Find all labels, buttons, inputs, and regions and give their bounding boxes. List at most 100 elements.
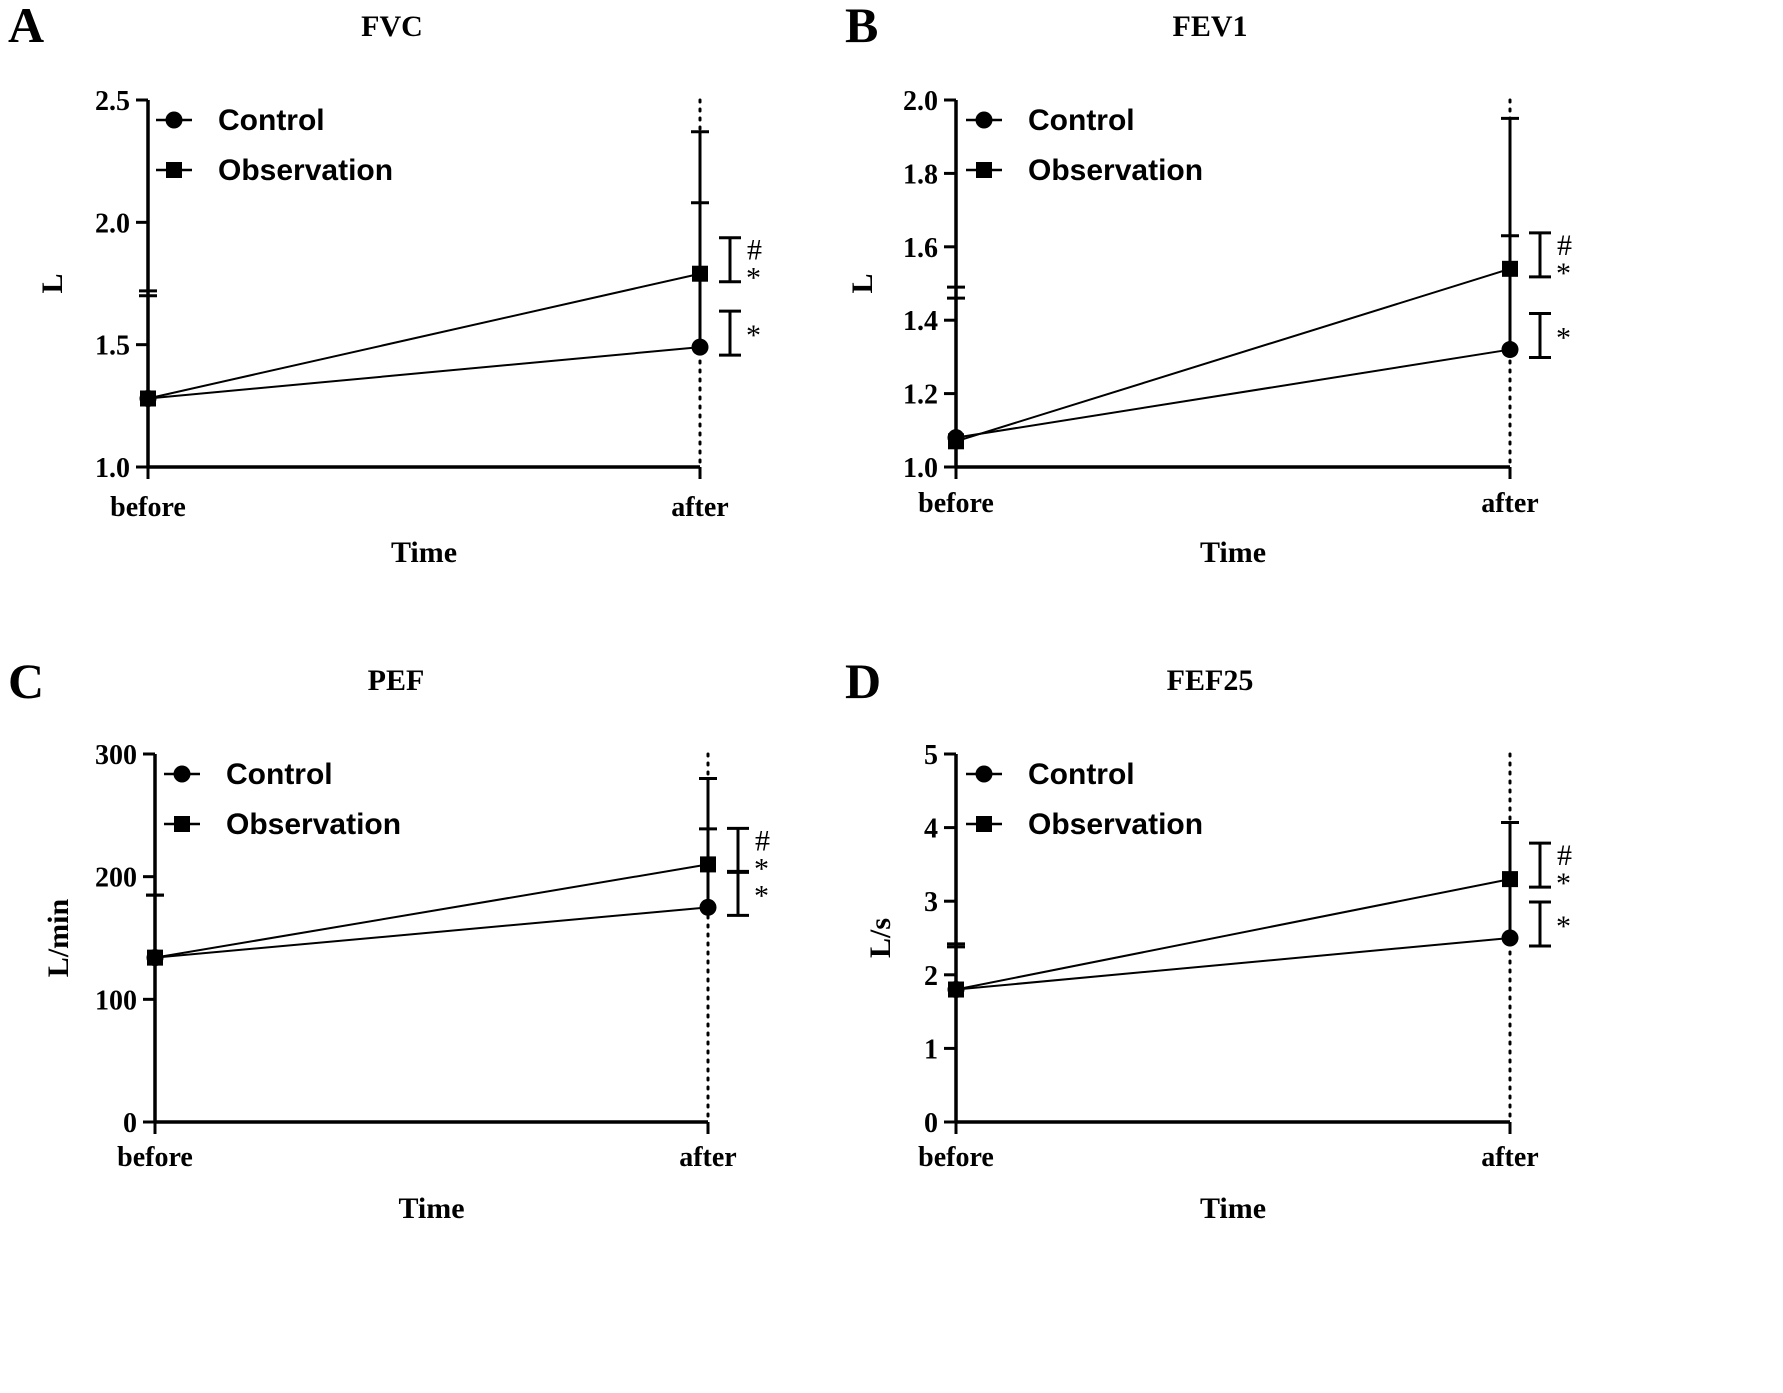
legend-item-observation: Observation — [966, 154, 1203, 187]
sig-mark-star: * — [754, 852, 769, 885]
legend-label: Observation — [218, 154, 393, 187]
y-tick-label: 1.2 — [903, 380, 938, 411]
sig-mark-hash: # — [1557, 839, 1572, 872]
chart-panel-c: C PEF 0 100 200 300 before after L/min Time * # * Con… — [0, 653, 891, 1352]
legend-square-marker — [166, 162, 182, 178]
y-tick-label: 100 — [95, 985, 137, 1016]
point-observation-before — [948, 433, 964, 450]
legend-label: Control — [1028, 758, 1135, 791]
y-tick-label: 2.5 — [95, 86, 130, 117]
x-axis-title: Time — [1200, 1192, 1266, 1225]
chart-title: FEF25 — [1167, 664, 1254, 697]
point-control-after — [699, 898, 717, 916]
point-observation-before — [948, 981, 964, 998]
legend-item-observation: Observation — [966, 808, 1203, 841]
legend-item-control: Control — [164, 758, 333, 791]
legend-item-observation: Observation — [164, 808, 401, 841]
point-observation-after — [692, 265, 708, 282]
panel-letter-c: C — [8, 653, 44, 709]
point-control-after — [691, 338, 709, 356]
panel-letter-b: B — [845, 0, 878, 53]
sig-bracket-control: * — [1529, 312, 1571, 360]
legend-square-marker — [976, 162, 992, 178]
sig-mark-star: * — [746, 262, 761, 295]
y-tick-label: 1.0 — [95, 453, 130, 484]
point-control-after — [1501, 929, 1519, 947]
x-tick-label-after: after — [1481, 1142, 1539, 1173]
series-line-control — [147, 346, 701, 400]
sig-mark-star: * — [1556, 322, 1571, 355]
legend-item-control: Control — [966, 758, 1135, 791]
chart-panel-a: A FVC 1.0 1.5 2.0 2.5 before after L Time * # * Contr… — [0, 0, 891, 696]
legend-item-observation: Observation — [156, 154, 393, 187]
sig-bracket-observation: #* — [719, 234, 762, 295]
legend-item-control: Control — [966, 104, 1135, 137]
point-observation-after — [700, 856, 716, 873]
x-tick-label-before: before — [918, 1142, 994, 1173]
chart-title: FEV1 — [1173, 10, 1248, 43]
y-axis-title: L — [846, 273, 879, 293]
sig-bracket-observation: #* — [727, 824, 770, 885]
series-line-control — [154, 906, 709, 959]
y-tick-label: 1.6 — [903, 233, 938, 264]
sig-mark-star: * — [1556, 867, 1571, 900]
point-observation-before — [147, 949, 163, 966]
sig-mark-hash: # — [747, 234, 762, 267]
point-control-after — [1501, 341, 1519, 359]
sig-mark-hash: # — [1557, 229, 1572, 262]
y-tick-label: 2.0 — [903, 86, 938, 117]
legend-circle-marker — [165, 111, 183, 129]
legend-item-control: Control — [156, 104, 325, 137]
y-axis-title: L — [36, 273, 69, 293]
point-observation-after — [1502, 871, 1518, 888]
y-tick-label: 1.5 — [95, 331, 130, 362]
sig-mark-hash: # — [755, 824, 770, 857]
sig-bracket-observation: #* — [1529, 229, 1572, 290]
y-tick-label: 200 — [95, 863, 137, 894]
series-line-control — [955, 348, 1511, 439]
x-axis-title: Time — [1200, 536, 1266, 569]
y-tick-label: 0 — [123, 1108, 137, 1139]
x-axis-title: Time — [391, 536, 457, 569]
legend-label: Control — [1028, 104, 1135, 137]
y-axis-title: L/s — [864, 918, 897, 958]
series-line-observation — [955, 878, 1511, 991]
point-observation-after — [1502, 260, 1518, 277]
panel-letter-a: A — [8, 0, 44, 53]
legend-label: Control — [218, 104, 325, 137]
x-tick-label-after: after — [671, 492, 729, 523]
series-line-control — [955, 937, 1511, 991]
legend-label: Observation — [1028, 154, 1203, 187]
y-tick-label: 1.0 — [903, 453, 938, 484]
sig-bracket-control: * — [1529, 900, 1571, 948]
chart-title: PEF — [368, 664, 425, 697]
series-line-observation — [955, 267, 1511, 443]
sig-bracket-observation: #* — [1529, 839, 1572, 900]
y-tick-label: 4 — [924, 814, 938, 845]
chart-b-svg: B FEV1 1.0 1.2 1.4 1.6 1.8 2.0 before after L Time *… — [845, 0, 1572, 569]
y-tick-label: 1.4 — [903, 306, 938, 337]
legend-circle-marker — [975, 111, 993, 129]
y-tick-label: 1 — [924, 1034, 938, 1065]
x-tick-label-before: before — [117, 1142, 193, 1173]
y-axis-title: L/min — [42, 899, 75, 978]
y-tick-label: 2.0 — [95, 208, 130, 239]
legend-label: Observation — [226, 808, 401, 841]
x-tick-label-after: after — [1481, 488, 1539, 519]
legend-square-marker — [976, 816, 992, 832]
x-tick-label-before: before — [110, 492, 186, 523]
series-line-observation — [154, 863, 709, 959]
panel-letter-d: D — [845, 653, 881, 709]
legend-square-marker — [174, 816, 190, 832]
y-tick-label: 3 — [924, 887, 938, 918]
y-tick-label: 5 — [924, 740, 938, 771]
sig-mark-star: * — [1556, 257, 1571, 290]
legend-label: Control — [226, 758, 333, 791]
point-observation-before — [140, 390, 156, 407]
y-tick-label: 0 — [924, 1108, 938, 1139]
x-tick-label-before: before — [918, 488, 994, 519]
legend-label: Observation — [1028, 808, 1203, 841]
